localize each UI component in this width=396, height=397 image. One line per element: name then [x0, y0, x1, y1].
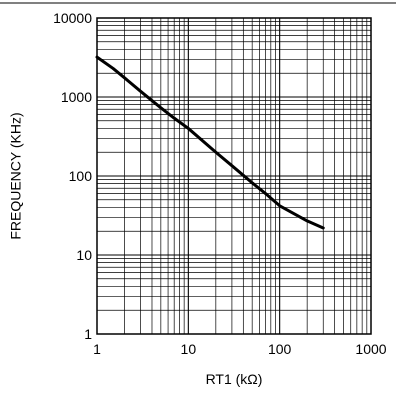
x-tick-label: 10 — [181, 341, 197, 357]
x-tick-label: 100 — [268, 341, 292, 357]
plot-frame — [96, 17, 372, 335]
y-tick-label: 10 — [76, 247, 92, 263]
y-tick-label: 1000 — [61, 89, 92, 105]
y-tick-label: 1 — [84, 326, 92, 342]
grid-major — [97, 18, 371, 334]
y-tick-label: 10000 — [53, 10, 92, 26]
x-tick-label: 1000 — [355, 341, 386, 357]
x-tick-label: 1 — [93, 341, 101, 357]
x-tick-labels: 1 10 100 1000 — [93, 341, 387, 357]
x-axis-title: RT1 (kΩ) — [206, 371, 263, 387]
series-line-1 — [95, 55, 325, 230]
y-axis-title: FREQUENCY (KHz) — [8, 112, 24, 239]
y-tick-labels: 1 10 100 1000 10000 — [53, 10, 92, 342]
y-tick-label: 100 — [69, 168, 93, 184]
series-layer — [95, 55, 325, 230]
